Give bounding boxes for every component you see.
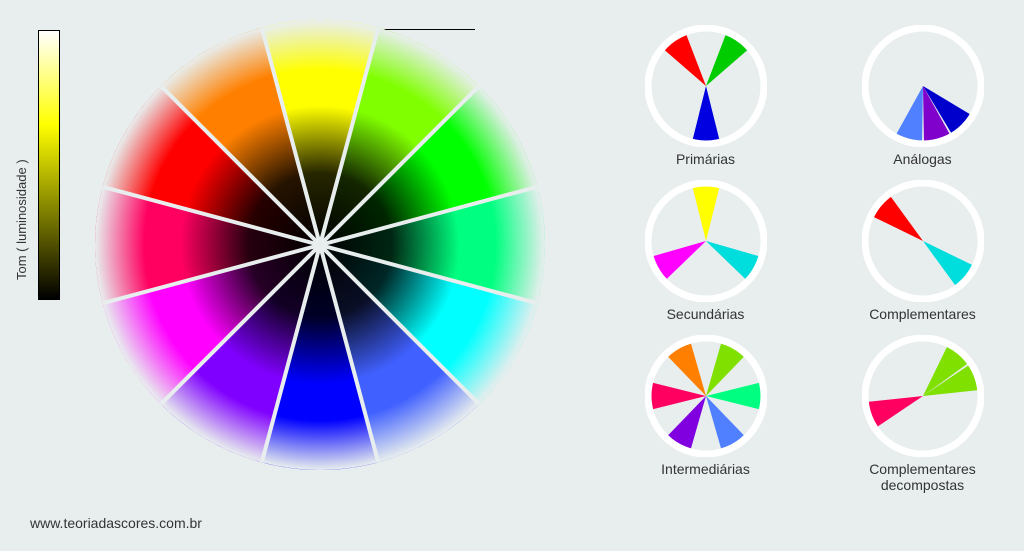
scheme-item: Complementares decompostas xyxy=(837,335,1008,495)
scheme-label: Secundárias xyxy=(667,306,745,323)
scheme-slice xyxy=(691,183,719,241)
luminosity-label: Tom ( luminosidade ) xyxy=(14,159,29,280)
scheme-circle xyxy=(862,180,984,302)
scheme-circle xyxy=(645,25,767,147)
scheme-item: Intermediárias xyxy=(620,335,791,495)
scheme-label: Complementares xyxy=(869,306,976,323)
luminosity-bar xyxy=(38,30,60,300)
credit-url: www.teoriadascores.com.br xyxy=(30,515,202,531)
scheme-circle xyxy=(645,335,767,457)
scheme-label: Primárias xyxy=(676,151,735,168)
scheme-label: Intermediárias xyxy=(661,461,750,478)
scheme-slice xyxy=(691,86,719,144)
scheme-circle xyxy=(645,180,767,302)
scheme-item: Análogas xyxy=(837,25,1008,168)
main-color-wheel xyxy=(95,20,545,475)
scheme-item: Complementares xyxy=(837,180,1008,323)
scheme-label: Análogas xyxy=(893,151,951,168)
scheme-label: Complementares decompostas xyxy=(837,461,1008,495)
scheme-circle xyxy=(862,25,984,147)
scheme-item: Secundárias xyxy=(620,180,791,323)
color-scheme-grid: Primárias Análogas Secundárias Complementar… xyxy=(620,25,1008,494)
scheme-circle xyxy=(862,335,984,457)
main-wheel-svg xyxy=(95,20,545,470)
scheme-item: Primárias xyxy=(620,25,791,168)
